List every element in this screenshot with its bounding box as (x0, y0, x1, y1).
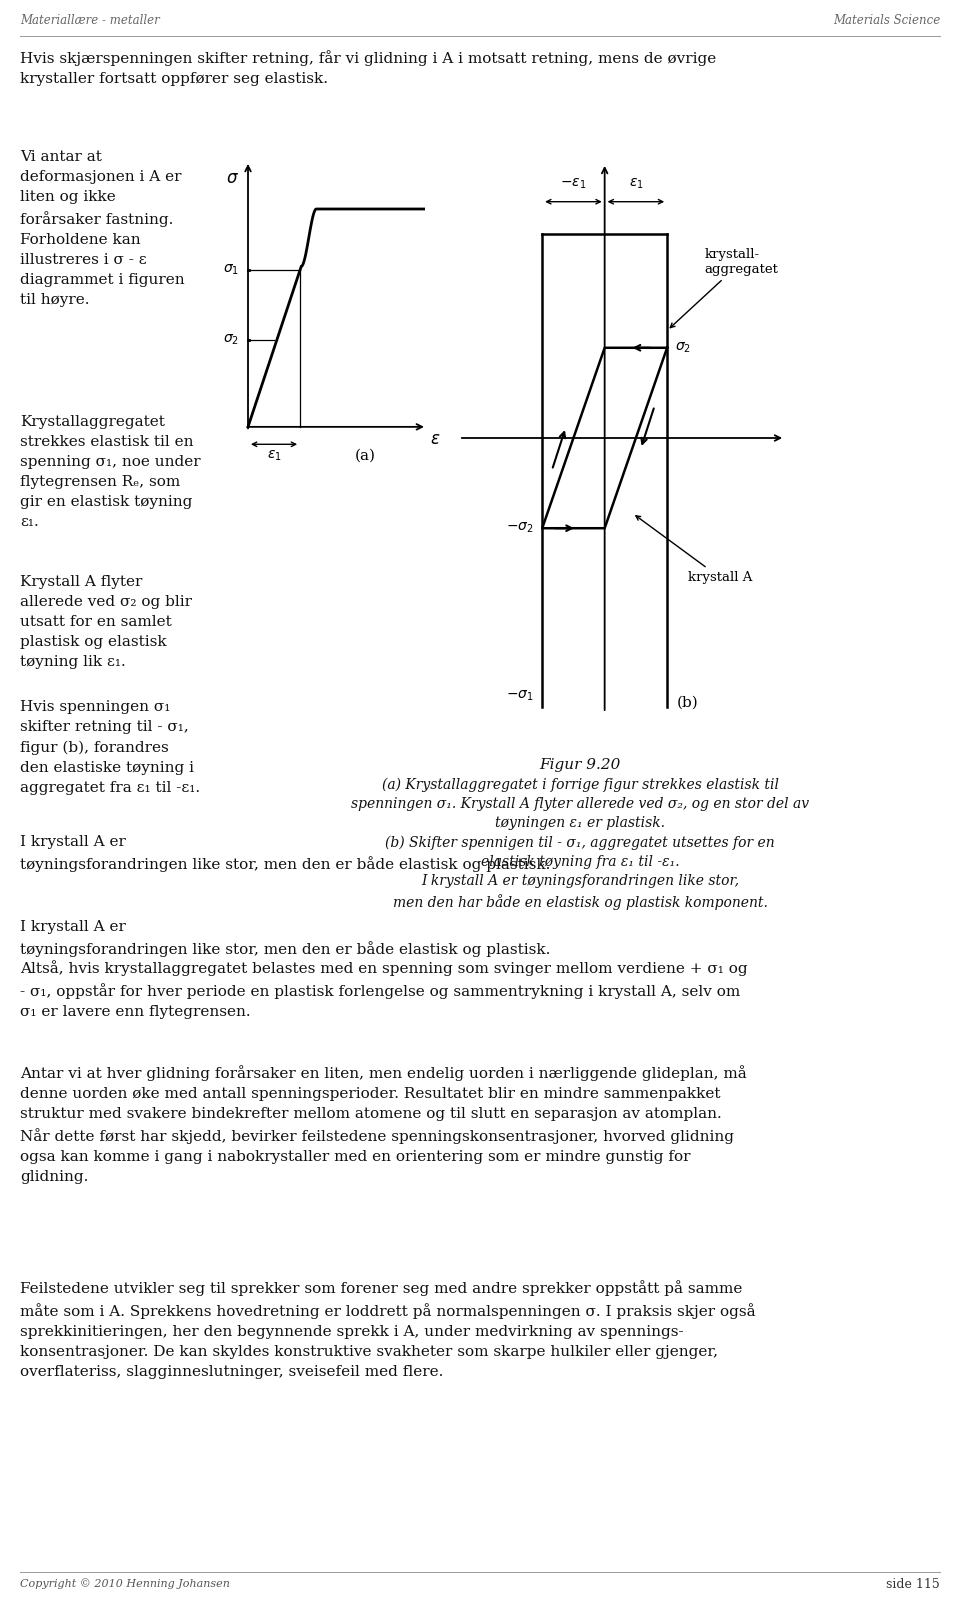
Text: $-\sigma_2$: $-\sigma_2$ (506, 522, 534, 536)
Text: Feilstedene utvikler seg til sprekker som forener seg med andre sprekker oppståt: Feilstedene utvikler seg til sprekker so… (20, 1281, 756, 1379)
Text: $\epsilon$: $\epsilon$ (430, 432, 441, 448)
Text: (a): (a) (354, 449, 375, 462)
Text: $\sigma_2$: $\sigma_2$ (676, 340, 691, 355)
Text: Figur 9.20: Figur 9.20 (540, 758, 621, 772)
Text: Hvis spenningen σ₁
skifter retning til - σ₁,
figur (b), forandres
den elastiske : Hvis spenningen σ₁ skifter retning til -… (20, 700, 200, 794)
Text: $\sigma_1$: $\sigma_1$ (223, 263, 239, 278)
Text: Krystallaggregatet
strekkes elastisk til en
spenning σ₁, noe under
flytegrensen : Krystallaggregatet strekkes elastisk til… (20, 416, 201, 530)
Text: I krystall A er
tøyningsforandringen like stor, men den er både elastisk og plas: I krystall A er tøyningsforandringen lik… (20, 920, 550, 957)
Text: Vi antar at
deformasjonen i A er
liten og ikke
forårsaker fastning.
Forholdene k: Vi antar at deformasjonen i A er liten o… (20, 149, 184, 307)
Text: (a) Krystallaggregatet i forrige figur strekkes elastisk til
spenningen σ₁. Krys: (a) Krystallaggregatet i forrige figur s… (351, 778, 809, 830)
Text: $-\epsilon_1$: $-\epsilon_1$ (561, 177, 587, 191)
Text: krystall A: krystall A (636, 515, 753, 584)
Text: (b): (b) (677, 697, 699, 709)
Text: side 115: side 115 (886, 1578, 940, 1591)
Text: krystall-
aggregatet: krystall- aggregatet (670, 247, 779, 327)
Text: (b) Skifter spennigen til - σ₁, aggregatet utsettes for en
elastisk tøyning fra : (b) Skifter spennigen til - σ₁, aggregat… (385, 836, 775, 910)
Text: Hvis skjærspenningen skifter retning, får vi glidning i A i motsatt retning, men: Hvis skjærspenningen skifter retning, få… (20, 50, 716, 87)
Text: Antar vi at hver glidning forårsaker en liten, men endelig uorden i nærliggende : Antar vi at hver glidning forårsaker en … (20, 1066, 747, 1184)
Text: $\sigma_2$: $\sigma_2$ (223, 332, 239, 347)
Text: $-\sigma_1$: $-\sigma_1$ (506, 689, 534, 703)
Text: Altså, hvis krystallaggregatet belastes med en spenning som svinger mellom verdi: Altså, hvis krystallaggregatet belastes … (20, 960, 748, 1019)
Text: Krystall A flyter
allerede ved σ₂ og blir
utsatt for en samlet
plastisk og elast: Krystall A flyter allerede ved σ₂ og bli… (20, 575, 192, 669)
Text: $\sigma$: $\sigma$ (227, 170, 239, 186)
Text: $\epsilon_1$: $\epsilon_1$ (629, 177, 643, 191)
Text: Materials Science: Materials Science (832, 14, 940, 27)
Text: Copyright © 2010 Henning Johansen: Copyright © 2010 Henning Johansen (20, 1578, 229, 1589)
Text: I krystall A er
tøyningsforandringen like stor, men den er både elastisk og plas: I krystall A er tøyningsforandringen lik… (20, 835, 550, 872)
Text: $\epsilon_1$: $\epsilon_1$ (267, 449, 281, 464)
Text: Materiallære - metaller: Materiallære - metaller (20, 14, 159, 27)
